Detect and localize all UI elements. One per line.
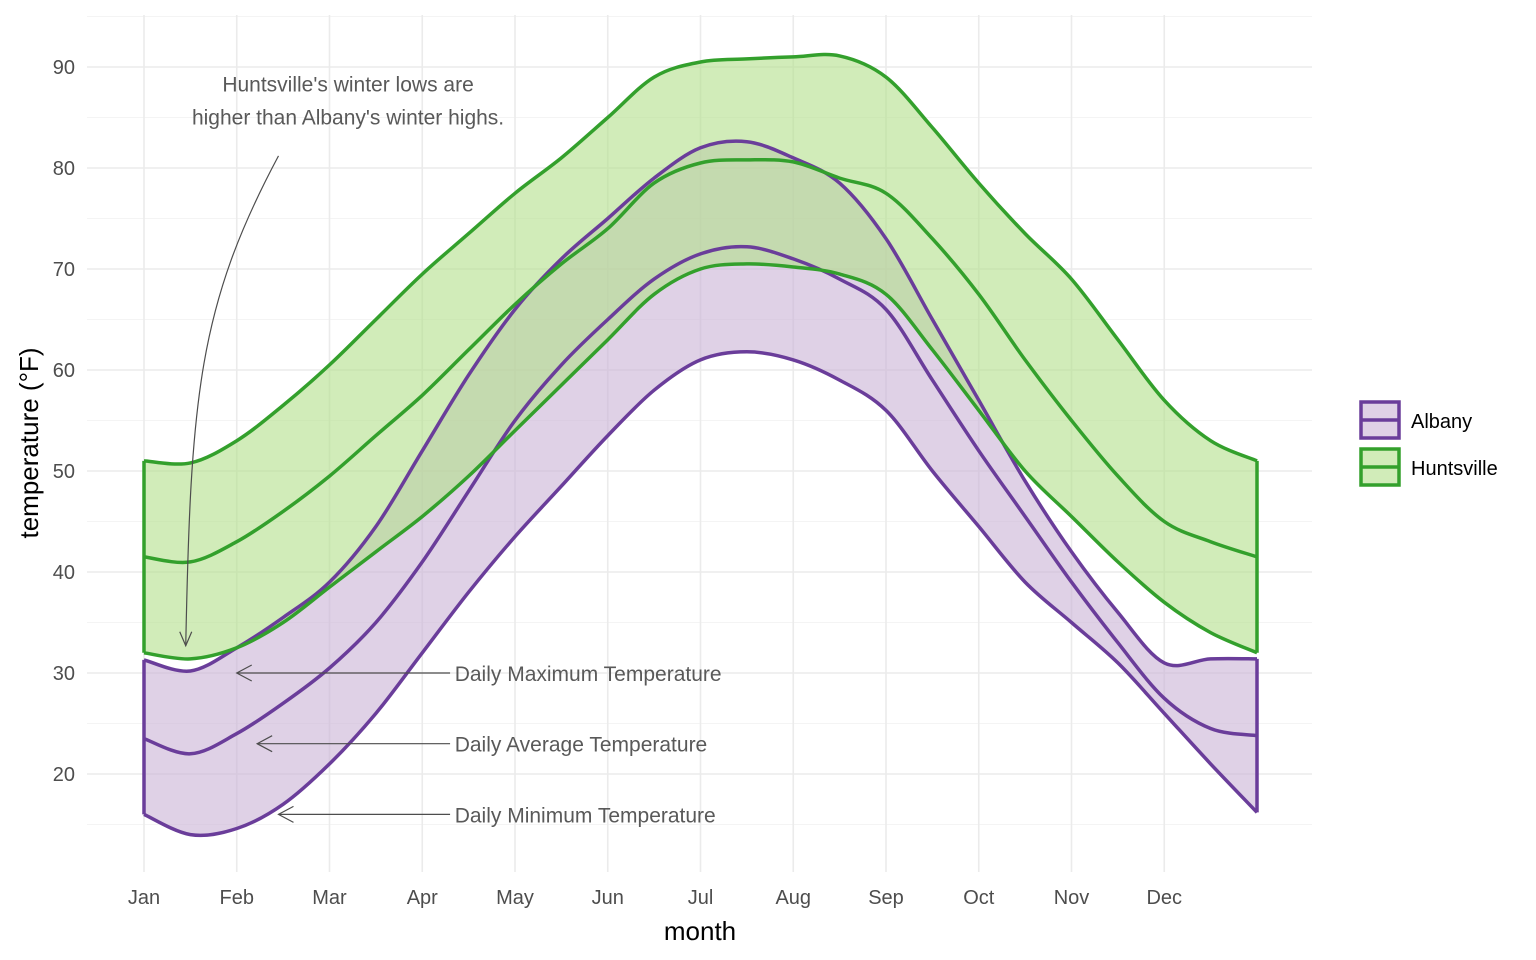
annotation-arrowhead <box>255 735 273 753</box>
legend-label-albany: Albany <box>1411 411 1472 433</box>
x-tick-label: Oct <box>963 887 995 909</box>
x-tick-label: Apr <box>407 887 438 909</box>
x-tick-label: May <box>496 887 534 909</box>
temperature-bands <box>144 54 1257 836</box>
legend: Albany Huntsville <box>1359 400 1498 487</box>
y-tick-label: 70 <box>53 259 75 281</box>
y-axis-title: temperature (°F) <box>14 347 44 538</box>
huntsville-max-line <box>143 52 1258 466</box>
annotation-text: Huntsville's winter lows are <box>222 74 473 97</box>
annotation-arrowhead <box>235 664 253 682</box>
huntsville-band <box>144 54 1257 659</box>
x-tick-label: Jan <box>128 887 160 909</box>
x-axis-ticks: Jan Feb Mar Apr May Jun Jul Aug Sep Oct Nov Dec <box>128 887 1182 909</box>
albany-max-line <box>143 139 1258 673</box>
x-tick-label: Jun <box>592 887 624 909</box>
y-tick-label: 80 <box>53 158 75 180</box>
y-tick-label: 50 <box>53 461 75 483</box>
x-tick-label: Aug <box>775 887 811 909</box>
x-tick-label: Mar <box>312 887 347 909</box>
albany-avg-line <box>143 244 1258 756</box>
annotations: Huntsville's winter lows are higher than … <box>179 74 722 827</box>
annotation-arrowhead <box>179 631 193 648</box>
x-tick-label: Dec <box>1146 887 1182 909</box>
y-tick-label: 20 <box>53 764 75 786</box>
y-tick-label: 30 <box>53 663 75 685</box>
y-tick-label: 40 <box>53 562 75 584</box>
x-axis-title: month <box>664 916 736 946</box>
annotation-text: Daily Average Temperature <box>455 734 708 757</box>
albany-min-line <box>143 350 1259 838</box>
y-tick-label: 60 <box>53 360 75 382</box>
huntsville-avg-line <box>143 157 1258 565</box>
annotation-text: Daily Minimum Temperature <box>455 804 716 827</box>
annotation-text: Daily Maximum Temperature <box>455 663 722 686</box>
albany-band <box>144 141 1257 836</box>
annotation-arrowhead <box>277 805 294 823</box>
x-tick-label: Feb <box>220 887 254 909</box>
x-tick-label: Jul <box>688 887 714 909</box>
y-axis-ticks: 20 30 40 50 60 70 80 90 <box>53 57 75 786</box>
legend-label-huntsville: Huntsville <box>1411 458 1498 480</box>
huntsville-min-line <box>143 262 1258 661</box>
x-tick-label: Nov <box>1054 887 1090 909</box>
x-tick-label: Sep <box>868 887 904 909</box>
y-tick-label: 90 <box>53 57 75 79</box>
temperature-lines <box>142 52 1259 838</box>
annotation-text: higher than Albany's winter highs. <box>192 107 504 130</box>
annotation-arrow <box>185 155 280 646</box>
